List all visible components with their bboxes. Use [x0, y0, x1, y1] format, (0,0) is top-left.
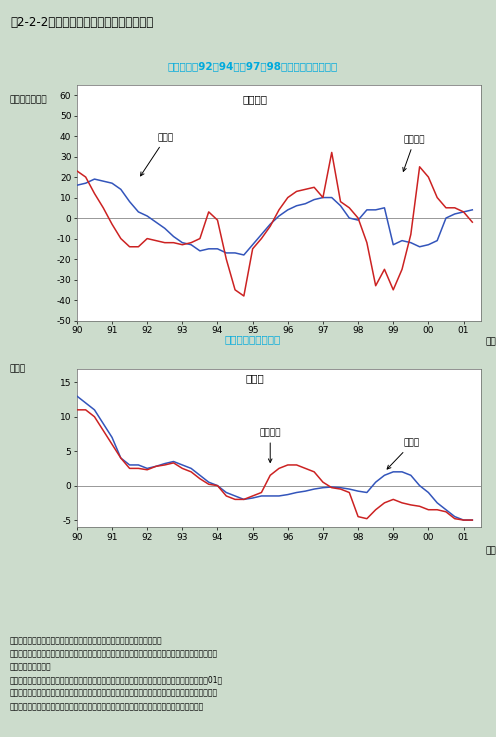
- Text: 借入れ: 借入れ: [246, 373, 264, 383]
- Text: 大企業: 大企業: [140, 133, 174, 176]
- Text: 足元で借入れは減少: 足元で借入れは減少: [225, 334, 281, 344]
- Text: 中小企業: 中小企業: [403, 135, 425, 171]
- Text: 設備投資: 設備投資: [242, 94, 267, 104]
- Text: 大企業: 大企業: [387, 439, 420, 469]
- Text: （前年比、％）: （前年比、％）: [10, 95, 48, 104]
- Text: 中小企業: 中小企業: [259, 428, 281, 462]
- Text: （％）: （％）: [10, 364, 26, 373]
- Text: 設備投資は92～94年と97～98年の２回の落ち込み: 設備投資は92～94年と97～98年の２回の落ち込み: [168, 61, 338, 71]
- Text: （年）: （年）: [485, 337, 496, 346]
- Text: （年）: （年）: [485, 546, 496, 555]
- Text: 第2-2-2図　中小企業の設備投資と借入れ: 第2-2-2図 中小企業の設備投資と借入れ: [10, 15, 153, 29]
- Text: （備考）１．　財務省「法人企業統計季報」により作成。四半期データ。
　　　　２．　大企業とは資本金１億円以上、中小企業とは資本金１千万円以上１億円未満の企業を
: （備考）１． 財務省「法人企業統計季報」により作成。四半期データ。 ２． 大企業…: [10, 636, 223, 711]
